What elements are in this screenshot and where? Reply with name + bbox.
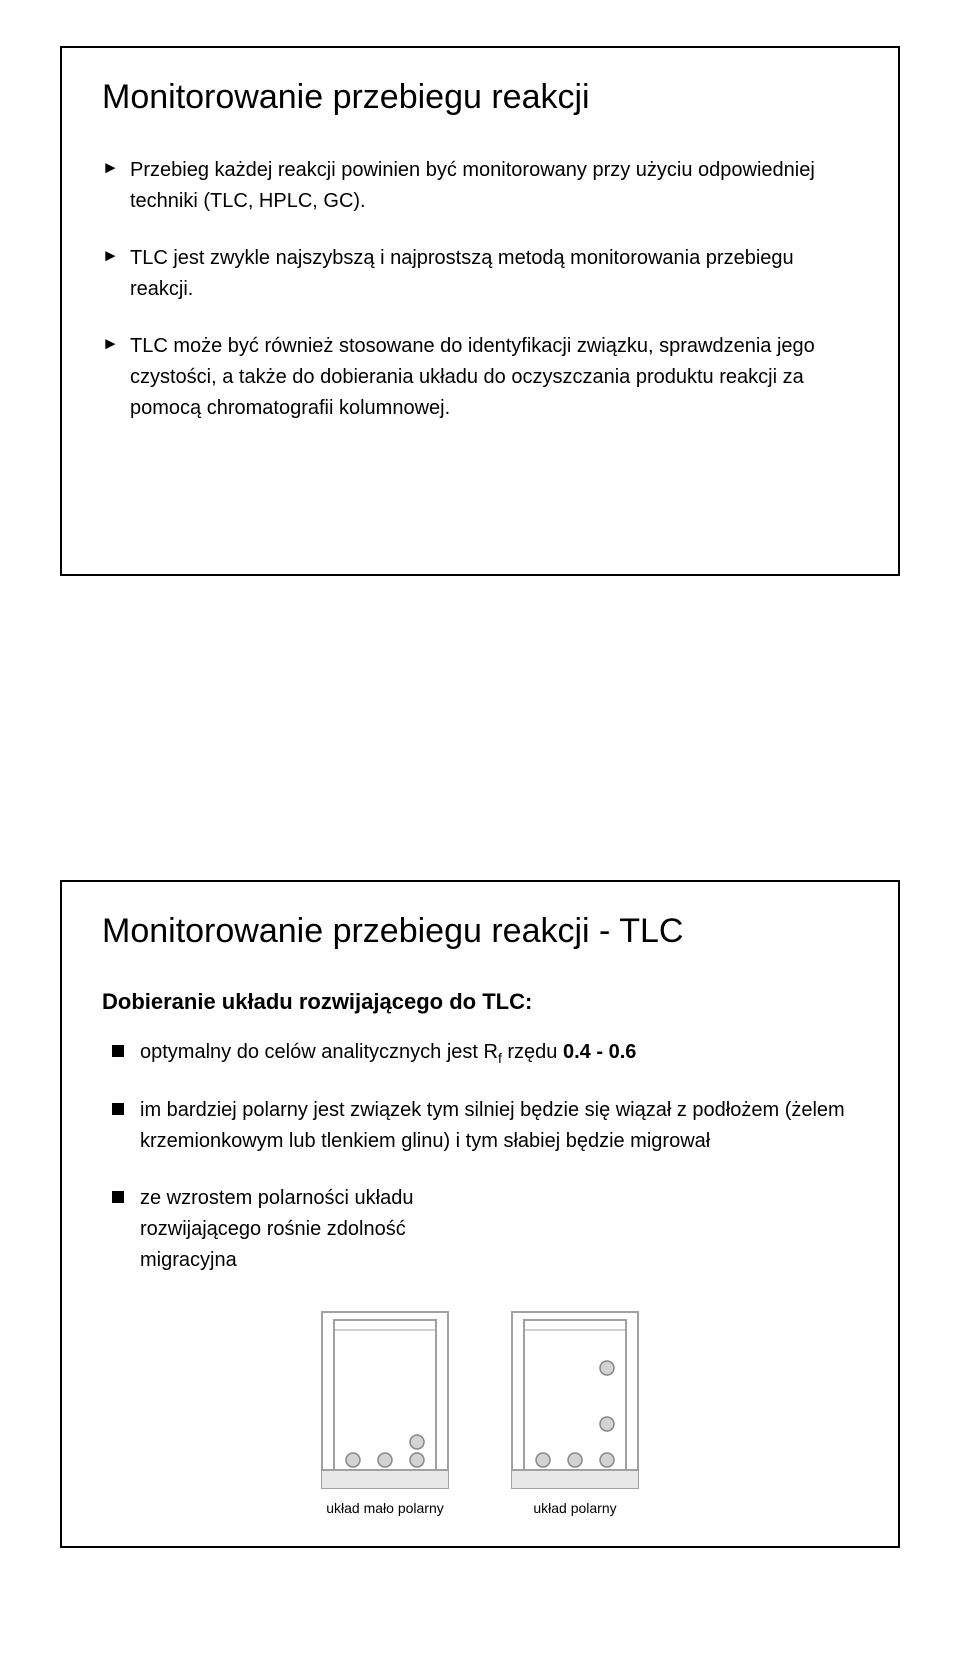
card2-bullet-1: optymalny do celów analitycznych jest Rf…	[112, 1037, 858, 1070]
card1-bullet-2: TLC jest zwykle najszybszą i najprostszą…	[102, 243, 858, 305]
card2-subtitle: Dobieranie układu rozwijającego do TLC:	[102, 989, 858, 1015]
plate-right-col: układ polarny	[510, 1310, 640, 1516]
b1-pre: optymalny do celów analitycznych jest R	[140, 1041, 498, 1063]
b1-mid: rzędu	[502, 1041, 563, 1063]
card1-bullet-3: TLC może być również stosowane do identy…	[102, 331, 858, 424]
tlc-plates-row: układ mało polarny układ polarny	[62, 1310, 898, 1516]
b1-bold: 0.4 - 0.6	[563, 1041, 636, 1063]
plate-right-label: układ polarny	[533, 1500, 616, 1516]
card1-bullet-list: Przebieg każdej reakcji powinien być mon…	[102, 155, 858, 450]
plate-left-col: układ mało polarny	[320, 1310, 450, 1516]
tlc-plate-right	[510, 1310, 640, 1490]
plate-left-label: układ mało polarny	[326, 1500, 444, 1516]
tlc-plate-left	[320, 1310, 450, 1490]
card2-bullet-3: ze wzrostem polarności układu rozwijając…	[112, 1183, 502, 1276]
card-tlc: Monitorowanie przebiegu reakcji - TLC Do…	[60, 880, 900, 1548]
card-monitoring: Monitorowanie przebiegu reakcji Przebieg…	[60, 46, 900, 576]
card2-bullet-list: optymalny do celów analitycznych jest Rf…	[102, 1037, 858, 1303]
card2-bullet-2: im bardziej polarny jest związek tym sil…	[112, 1095, 858, 1157]
card2-title: Monitorowanie przebiegu reakcji - TLC	[102, 910, 858, 953]
page: Monitorowanie przebiegu reakcji Przebieg…	[0, 0, 960, 1654]
card1-title: Monitorowanie przebiegu reakcji	[102, 76, 858, 119]
card1-bullet-1: Przebieg każdej reakcji powinien być mon…	[102, 155, 858, 217]
